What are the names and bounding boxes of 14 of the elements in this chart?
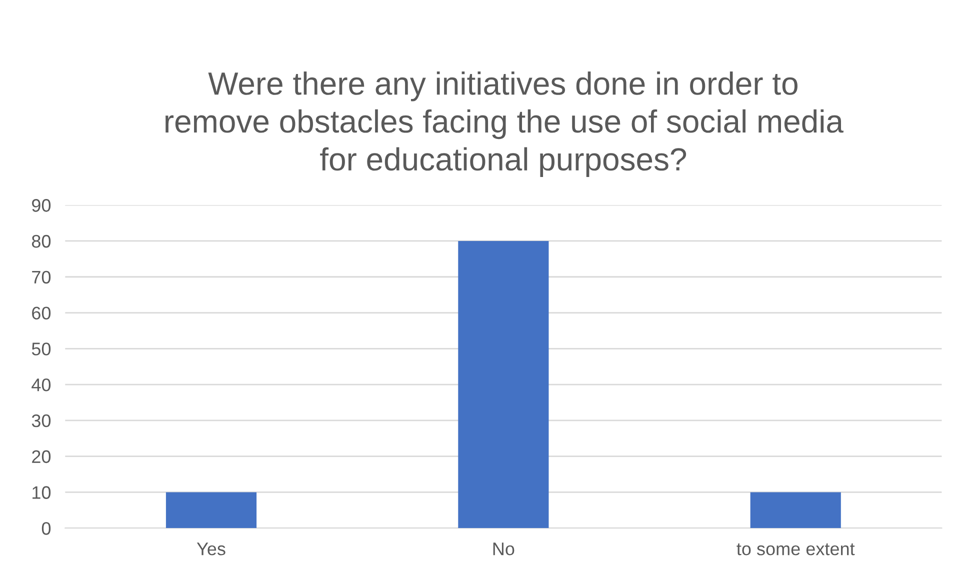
y-tick-label: 70 [32,270,51,284]
y-tick-label: 80 [32,234,51,248]
y-tick-label: 60 [32,306,51,320]
y-tick-label: 40 [32,378,51,392]
chart-title: Were there any initiatives done in order to remove obstacles facing the use of social media for educational purposes? [166,71,844,177]
y-tick-label: 20 [32,450,51,464]
x-tick-label: Yes [196,542,226,556]
y-tick-label: 30 [32,414,51,428]
x-tick-label: to some extent [736,543,855,556]
y-tick-label: 0 [42,522,51,535]
y-tick-label: 90 [32,199,51,212]
y-tick-label: 10 [32,486,51,499]
x-tick-label: No [493,542,514,556]
y-tick-label: 50 [32,342,51,356]
